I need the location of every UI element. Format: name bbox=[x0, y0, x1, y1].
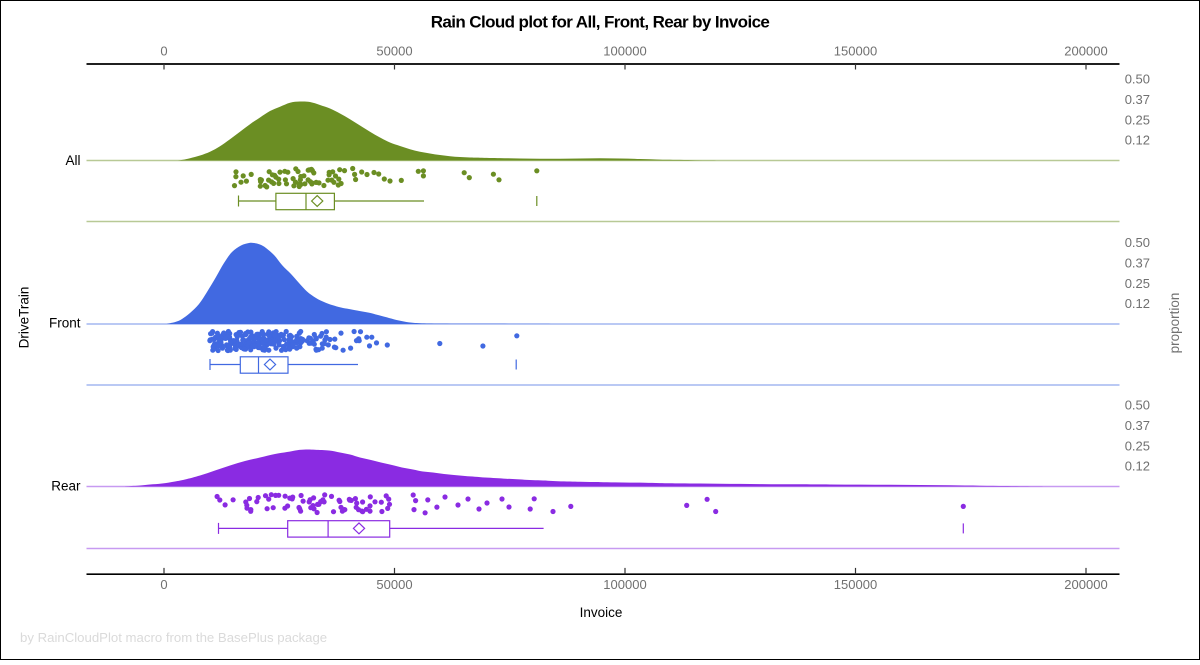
svg-text:200000: 200000 bbox=[1064, 44, 1107, 59]
svg-text:Rear: Rear bbox=[51, 479, 81, 494]
svg-text:0.50: 0.50 bbox=[1125, 235, 1150, 250]
svg-text:50000: 50000 bbox=[376, 44, 412, 59]
svg-text:0.12: 0.12 bbox=[1125, 459, 1150, 474]
svg-text:0.37: 0.37 bbox=[1125, 418, 1150, 433]
svg-text:0.25: 0.25 bbox=[1125, 438, 1150, 453]
svg-text:0.37: 0.37 bbox=[1125, 92, 1150, 107]
svg-text:0.50: 0.50 bbox=[1125, 72, 1150, 87]
svg-text:0.25: 0.25 bbox=[1125, 276, 1150, 291]
svg-text:proportion: proportion bbox=[1167, 293, 1182, 354]
svg-text:0: 0 bbox=[160, 44, 167, 59]
svg-text:0.12: 0.12 bbox=[1125, 133, 1150, 148]
svg-text:0: 0 bbox=[160, 577, 167, 592]
svg-text:0.12: 0.12 bbox=[1125, 296, 1150, 311]
svg-text:100000: 100000 bbox=[603, 44, 646, 59]
svg-text:DriveTrain: DriveTrain bbox=[17, 287, 32, 349]
svg-text:150000: 150000 bbox=[834, 44, 877, 59]
svg-text:Invoice: Invoice bbox=[580, 605, 623, 620]
svg-text:Rain Cloud plot for All, Front: Rain Cloud plot for All, Front, Rear by … bbox=[431, 13, 770, 32]
svg-text:50000: 50000 bbox=[376, 577, 412, 592]
svg-text:0.25: 0.25 bbox=[1125, 112, 1150, 127]
svg-text:0.50: 0.50 bbox=[1125, 398, 1150, 413]
svg-text:Front: Front bbox=[49, 316, 81, 331]
svg-text:by RainCloudPlot macro from th: by RainCloudPlot macro from the BasePlus… bbox=[20, 630, 327, 645]
svg-text:All: All bbox=[65, 153, 80, 168]
svg-text:100000: 100000 bbox=[603, 577, 646, 592]
svg-text:150000: 150000 bbox=[834, 577, 877, 592]
svg-text:0.37: 0.37 bbox=[1125, 255, 1150, 270]
svg-text:200000: 200000 bbox=[1064, 577, 1107, 592]
